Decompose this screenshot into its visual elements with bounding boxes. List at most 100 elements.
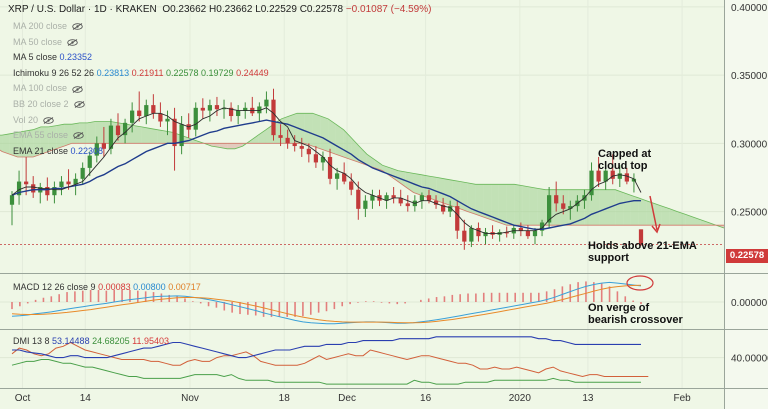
candle-body[interactable] [469,227,474,242]
candle-body[interactable] [108,125,114,149]
macd-legend[interactable]: MACD 12 26 close 9 0.00083 0.00800 0.007… [13,282,201,292]
candle-body[interactable] [334,173,340,179]
candle-body[interactable] [137,110,142,117]
candle-body[interactable] [426,195,432,201]
candle-body[interactable] [603,170,608,182]
candle-body[interactable] [165,118,170,122]
candle-body[interactable] [151,105,156,114]
candle-body[interactable] [59,181,64,188]
candle-body[interactable] [271,99,276,136]
candle-body[interactable] [547,195,552,223]
legend-row[interactable]: MA 5 close 0.23352 [13,52,92,63]
candle-body[interactable] [73,178,78,185]
candle-body[interactable] [144,105,149,117]
legend-row[interactable]: MA 100 close [13,83,83,94]
candle-body[interactable] [306,148,311,155]
candle-body[interactable] [101,143,106,149]
candle-body[interactable] [617,173,622,179]
hidden-eye-icon[interactable] [72,23,83,30]
legend-row[interactable]: EMA 21 close 0.22308 [13,146,103,157]
candle-body[interactable] [525,230,531,237]
hidden-eye-icon[interactable] [73,132,84,140]
candle-body[interactable] [391,195,396,198]
candle-body[interactable] [448,206,453,212]
hidden-eye-icon[interactable] [67,38,78,46]
candle-body[interactable] [504,232,509,234]
hidden-eye-icon[interactable] [43,116,54,124]
candle-body[interactable] [327,156,333,179]
candle-body[interactable] [433,200,439,205]
candle-body[interactable] [236,110,241,117]
candle-body[interactable] [419,195,425,201]
candle-body[interactable] [221,107,227,110]
legend-row[interactable]: EMA 55 close [13,130,84,141]
candle-body[interactable] [532,230,538,237]
candle-body[interactable] [631,178,637,182]
candle-body[interactable] [115,125,121,136]
candle-body[interactable] [313,154,319,163]
candle-body[interactable] [356,189,361,209]
candle-body[interactable] [561,203,566,209]
candle-body[interactable] [384,195,389,201]
candle-body[interactable] [66,181,71,185]
candle-body[interactable] [476,227,481,237]
candle-body[interactable] [228,107,234,117]
candle-body[interactable] [80,167,85,179]
candle-body[interactable] [122,122,128,136]
candle-body[interactable] [24,181,29,185]
candle-body[interactable] [94,143,99,156]
candle-body[interactable] [483,232,488,237]
candle-body[interactable] [398,197,403,204]
candle-body[interactable] [87,155,92,168]
price-scale[interactable] [724,0,768,409]
candle-body[interactable] [299,146,304,149]
candle-body[interactable] [172,118,177,147]
candle-body[interactable] [610,170,615,179]
candle-body[interactable] [440,204,446,212]
candle-body[interactable] [370,195,375,201]
legend-row[interactable]: Ichimoku 9 26 52 26 0.23813 0.21911 0.22… [13,68,269,79]
candle-body[interactable] [257,106,262,114]
hidden-eye-icon[interactable] [72,85,83,93]
candle-body[interactable] [130,110,135,123]
candle-body[interactable] [31,184,36,193]
candle-body[interactable] [638,229,644,245]
candle-body[interactable] [179,124,184,147]
candle-body[interactable] [596,170,601,182]
legend-row[interactable]: MA 50 close [13,37,78,48]
candle-body[interactable] [342,173,347,182]
candle-body[interactable] [589,170,594,196]
candle-body[interactable] [363,200,368,209]
candle-body[interactable] [158,113,163,122]
candle-body[interactable] [455,206,460,231]
legend-row[interactable]: MA 200 close [13,21,83,32]
hidden-eye-icon[interactable] [73,101,85,108]
candle-body[interactable] [554,195,559,204]
candle-body[interactable] [16,181,22,196]
candle-body[interactable] [214,105,220,110]
candle-body[interactable] [405,203,410,207]
candle-body[interactable] [264,99,269,107]
symbol-title[interactable]: XRP / U.S. Dollar · 1D · KRAKEN [8,4,157,15]
candle-body[interactable] [320,156,326,163]
legend-row[interactable]: BB 20 close 2 [13,99,85,110]
candle-body[interactable] [624,173,629,182]
candle-body[interactable] [243,107,248,111]
candle-body[interactable] [45,187,50,196]
candle-body[interactable] [200,107,205,111]
candle-body[interactable] [539,222,545,231]
candle-body[interactable] [568,206,573,209]
candle-body[interactable] [285,137,290,144]
candle-body[interactable] [9,195,15,205]
dmi-legend[interactable]: DMI 13 8 53.14488 24.68205 11.95403 [13,336,170,346]
candle-body[interactable] [207,105,213,111]
candle-body[interactable] [292,143,297,147]
candle-body[interactable] [462,230,467,242]
candle-body[interactable] [278,135,283,138]
legend-row[interactable]: Vol 20 [13,115,54,126]
candle-body[interactable] [518,227,523,231]
candle-body[interactable] [193,107,198,130]
candle-body[interactable] [349,181,354,190]
